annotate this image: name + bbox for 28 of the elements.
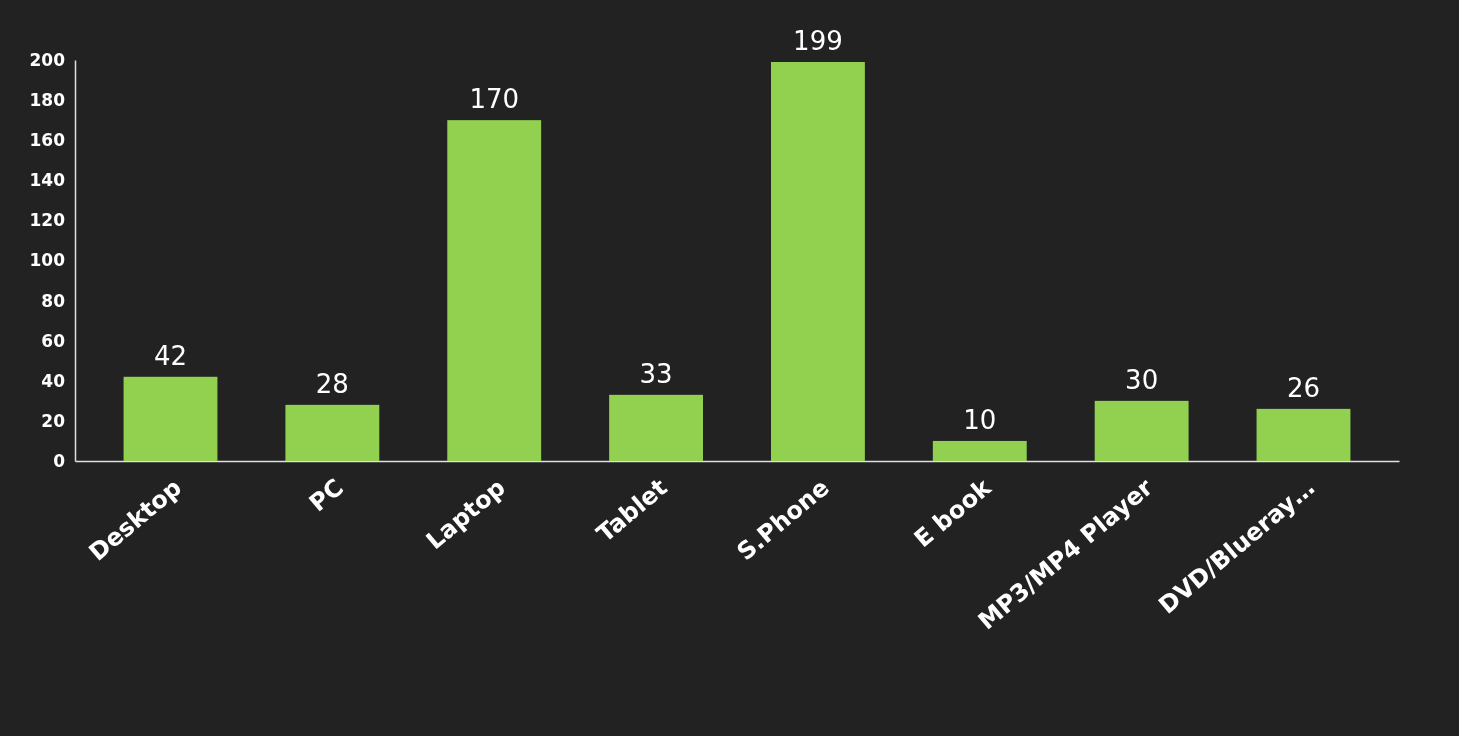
data-label: 28: [315, 368, 349, 399]
y-tick-label: 80: [41, 290, 66, 311]
data-label: 30: [1125, 364, 1159, 395]
data-label: 42: [153, 340, 188, 371]
bar: [932, 440, 1027, 461]
y-tick-label: 160: [29, 130, 66, 151]
bar: [1094, 400, 1189, 461]
bar: [123, 376, 218, 461]
data-label: 199: [793, 26, 843, 57]
y-tick-label: 200: [29, 49, 66, 70]
bar: [609, 394, 704, 461]
y-tick-label: 0: [53, 450, 66, 471]
data-label: 170: [469, 84, 520, 115]
y-tick-label: 120: [29, 210, 66, 231]
bar: [285, 404, 380, 461]
y-tick-label: 180: [29, 90, 66, 111]
data-label: 26: [1286, 372, 1321, 403]
bar: [1256, 408, 1351, 461]
y-tick-label: 100: [29, 250, 66, 271]
y-tick-label: 60: [41, 330, 66, 351]
data-label: 10: [963, 404, 997, 435]
bar: [447, 120, 542, 461]
data-label: 33: [639, 358, 673, 389]
y-tick-label: 140: [29, 170, 66, 191]
y-tick-label: 20: [41, 410, 66, 431]
bar: [770, 62, 865, 461]
y-tick-label: 40: [41, 370, 66, 391]
x-tick-label: PC: [303, 473, 349, 518]
